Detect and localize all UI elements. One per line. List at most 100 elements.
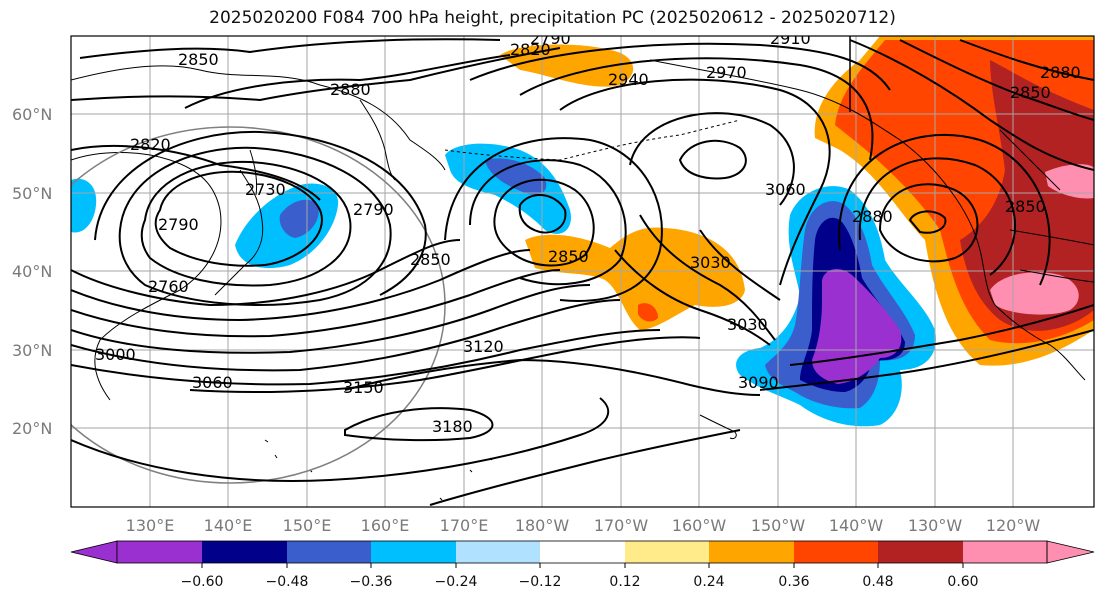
colorbar-tick-label: −0.60: [181, 574, 224, 590]
colorbar-segment: [625, 541, 709, 563]
coast-na-inland: [999, 129, 1094, 283]
lon-label: 130°W: [908, 516, 963, 535]
colorbar-segment: [963, 541, 1047, 563]
contour-line: [154, 170, 323, 267]
lat-label: 30°N: [12, 341, 52, 360]
coast-asia-east: [71, 152, 222, 401]
contour-line: [71, 329, 661, 386]
shade-purple-se: [812, 268, 902, 384]
colorbar-segment: [540, 541, 625, 563]
height-contours: [71, 38, 1094, 506]
contour-line: [559, 78, 831, 286]
coast-aleutians: [444, 119, 741, 161]
contour-label: 3030: [690, 253, 731, 272]
lon-label: 140°W: [829, 516, 884, 535]
contour-line: [344, 358, 761, 396]
lat-label: 50°N: [12, 184, 52, 203]
colorbar-tick-label: 0.60: [947, 574, 978, 590]
shade-darkred-ne: [960, 60, 1094, 331]
colorbar-tick-label: 0.48: [862, 574, 893, 590]
colorbar-tick-label: 0.36: [778, 574, 809, 590]
map-frame: [70, 35, 1095, 508]
colorbar-tick-label: −0.24: [435, 574, 478, 590]
lon-label: 170°W: [594, 516, 649, 535]
contour-line: [469, 42, 891, 91]
lon-label: 120°W: [986, 516, 1041, 535]
map-title: 2025020200 F084 700 hPa height, precipit…: [209, 8, 896, 28]
contour-label: 2790: [158, 215, 199, 234]
coast-pacific-islands: [264, 439, 493, 501]
colorbar-tick-label: 0.24: [693, 574, 724, 590]
contour-line: [678, 139, 747, 180]
lon-label: 150°W: [751, 516, 806, 535]
longitude-labels: 130°E 140°E 150°E 160°E 170°E 180°W 170°…: [126, 516, 1041, 535]
contour-line: [71, 249, 531, 322]
contour-line: [899, 39, 1094, 121]
contour-label: 3090: [738, 373, 779, 392]
contour-label: 3150: [343, 378, 384, 397]
coast-alaska: [649, 59, 951, 191]
colorbar: −0.60 −0.48 −0.36 −0.24 −0.12 0.12 0.24 …: [70, 540, 1095, 590]
contour-line: [444, 137, 663, 302]
contour-line: [519, 57, 874, 161]
contour-line: [759, 329, 1094, 391]
colorbar-segment: [456, 541, 540, 563]
contour-label: 2880: [852, 207, 893, 226]
contour-line: [71, 145, 321, 201]
colorbar-arrow-left: [70, 540, 118, 564]
contour-label: 2940: [608, 70, 649, 89]
shade-orange-central: [525, 227, 745, 330]
contour-label: 3180: [432, 417, 473, 436]
shade-lightblue-west: [71, 178, 97, 233]
contour-label: 2850: [178, 50, 219, 69]
contour-label: 2880: [330, 80, 371, 99]
contour-line: [639, 214, 776, 341]
colorbar-frame: [116, 540, 1048, 564]
colorbar-segment: [287, 541, 371, 563]
contour-line: [94, 130, 427, 296]
shade-blue-japan: [279, 199, 319, 238]
contour-label: 3030: [727, 315, 768, 334]
contour-line: [849, 39, 1094, 171]
latitude-labels: 20°N 30°N 40°N 50°N 60°N: [12, 105, 52, 438]
contour-label: 2850: [1005, 197, 1046, 216]
colorbar-tick-label: −0.36: [350, 574, 393, 590]
colorbar-segment: [709, 541, 794, 563]
contour-labels: 2850 2820 2790 2910 2880 2940 2970 2820 …: [95, 29, 1081, 436]
contour-line: [118, 146, 392, 306]
contour-line: [429, 429, 741, 506]
shade-blue-north: [485, 158, 547, 195]
contour-line: [344, 407, 494, 442]
contour-line: [493, 178, 595, 267]
contour-label: 3000: [95, 345, 136, 364]
shade-lightblue-north: [445, 143, 571, 234]
contour-label: 2910: [770, 29, 811, 48]
contour-line: [71, 47, 561, 102]
lat-label: 20°N: [12, 419, 52, 438]
contour-line: [518, 194, 567, 234]
contour-line: [71, 299, 621, 372]
contour-line: [189, 336, 701, 393]
contour-line: [71, 239, 461, 307]
contour-line: [959, 39, 1094, 81]
contour-line: [858, 157, 1016, 276]
contour-line: [469, 159, 627, 286]
contour-line: [838, 134, 1051, 286]
contour-label: 3060: [192, 373, 233, 392]
contour-line: [71, 397, 610, 482]
lon-label: 180°W: [515, 516, 570, 535]
contour-line: [699, 229, 781, 301]
lon-label: 160°E: [361, 516, 410, 535]
colorbar-segment: [117, 541, 202, 563]
contour-label: 2850: [548, 247, 589, 266]
colorbar-segment: [794, 541, 878, 563]
lon-label: 130°E: [126, 516, 175, 535]
contour-label: 2970: [706, 63, 747, 82]
coast-sakhalin: [249, 149, 258, 196]
colorbar-segment: [878, 541, 963, 563]
lon-label: 150°E: [283, 516, 332, 535]
contour-line: [71, 284, 591, 354]
contour-label: 2820: [510, 40, 551, 59]
shade-red-central: [638, 303, 658, 322]
contour-line: [878, 183, 979, 263]
